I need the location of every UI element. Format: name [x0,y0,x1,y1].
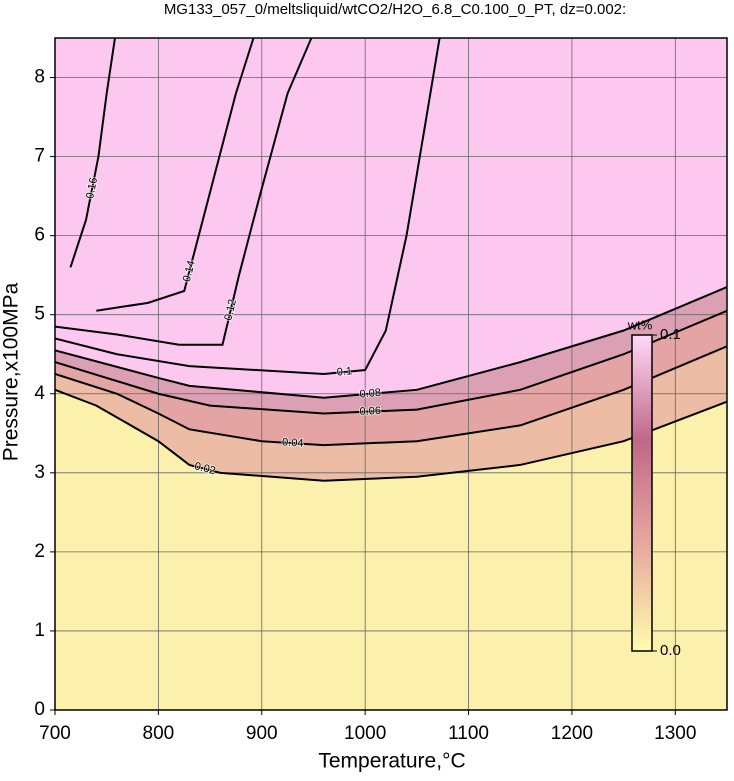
contour-line [55,309,727,415]
contour-label: 0.1 [336,365,352,378]
overlay: 700 800 900 1000 1100 1200 1300 0 1 2 3 4 5 6 7 8 wt% 0.1… [34,37,728,744]
contour-label: 0.04 [282,436,304,449]
contour-line [96,38,255,312]
x-tick-label: 1300 [654,723,696,744]
contour-label: 0.06 [359,405,381,418]
y-tick-label: 4 [34,383,45,404]
colorbar-tick-label: 0.1 [660,326,681,343]
contour-line [55,38,441,376]
plot-area: 0.160.140.120.10.080.060.040.02 [55,38,727,710]
y-tick-label: 0 [34,699,45,720]
y-tick-label: 5 [34,304,45,325]
contour-line [55,286,727,399]
contour-band [55,389,727,710]
contour-line [69,38,116,268]
contour-label: 0.16 [84,177,100,200]
y-tick-label: 2 [34,541,45,562]
colorbar-tick-label: 0.0 [660,642,681,659]
x-tick-label: 800 [143,723,175,744]
contour-line [55,38,313,346]
x-tick-label: 1200 [551,723,593,744]
colorbar [631,334,653,652]
y-axis-label: Pressure,x100MPa [0,282,23,461]
y-tick-label: 6 [34,225,45,246]
colorbar-label: wt% [627,317,653,332]
y-tick-label: 8 [34,67,45,88]
x-tick-label: 900 [246,723,278,744]
plot-frame [54,37,728,711]
y-tick-label: 7 [34,146,45,167]
x-axis-label: Temperature,°C [318,750,465,773]
contour-line [55,388,727,482]
y-tick-label: 1 [34,620,45,641]
chart-title: MG133_057_0/meltsliquid/wtCO2/H2O_6.8_C0… [164,1,626,18]
x-tick-label: 700 [39,723,71,744]
contour-label: 0.08 [359,387,381,401]
x-tick-label: 1000 [344,723,386,744]
y-tick-label: 3 [34,462,45,483]
contour-line [55,345,727,447]
x-tick-label: 1100 [448,723,489,744]
